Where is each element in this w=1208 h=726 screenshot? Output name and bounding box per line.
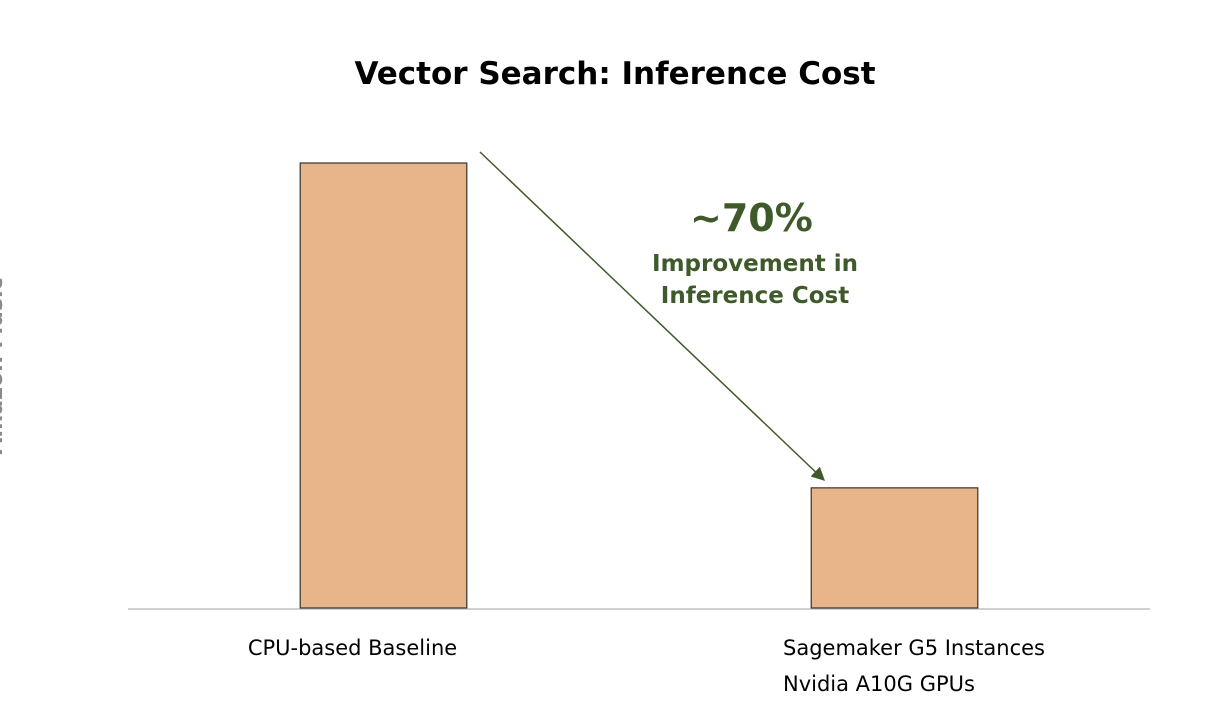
x-tick-label: CPU-based Baseline (247, 636, 458, 660)
annotation-headline: ~70% (690, 196, 813, 240)
bar (299, 162, 468, 609)
annotation-text: Improvement in Inference Cost (652, 251, 858, 309)
x-tick-label: Sagemaker G5 Instances Nvidia A10G GPUs (783, 636, 1045, 696)
arrow (479, 151, 825, 481)
y-axis-label: Cost ($/hr): Amazon Music (0, 277, 8, 455)
bar (810, 487, 979, 609)
chart-title: Vector Search: Inference Cost (354, 56, 876, 92)
